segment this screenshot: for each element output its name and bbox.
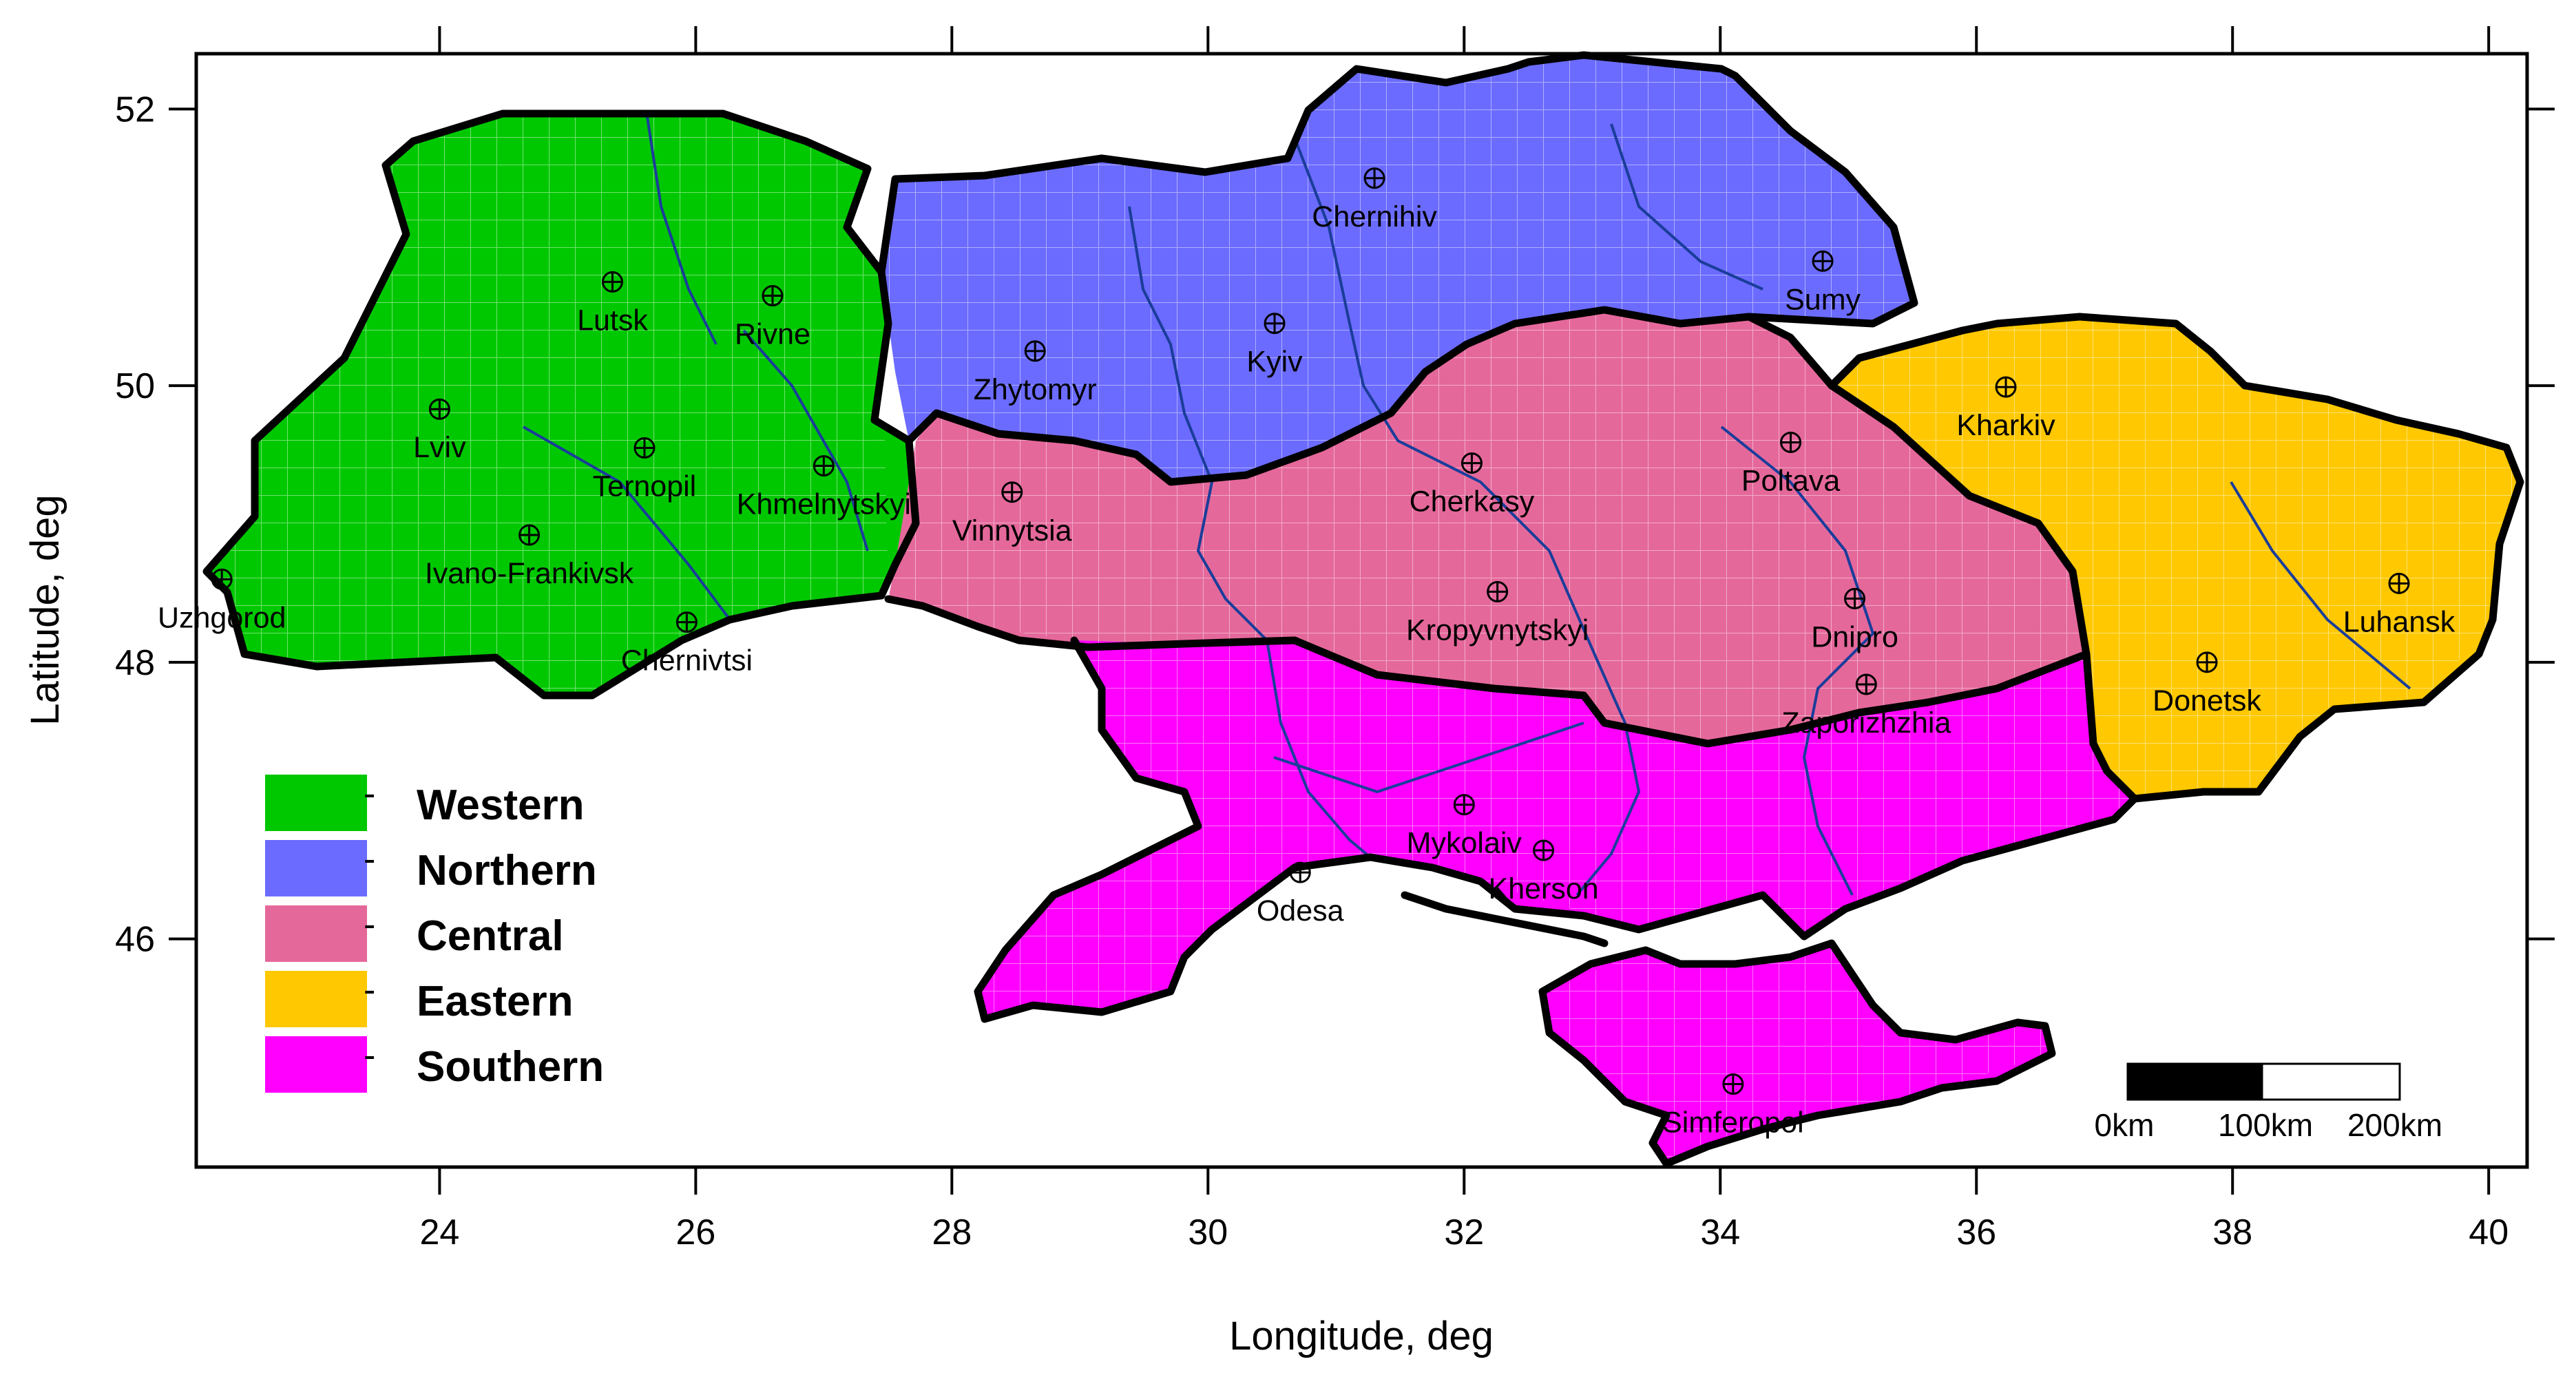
city-odesa[interactable]: Odesa <box>1257 861 1344 927</box>
city-mykolaiv[interactable]: Mykolaiv <box>1407 794 1522 860</box>
legend-item-northern: - Northern <box>265 839 597 896</box>
city-dnipro[interactable]: Dnipro <box>1811 587 1898 653</box>
city-label: Cherkasy <box>1410 485 1535 518</box>
x-tick-label: 28 <box>932 1213 972 1252</box>
city-label: Zaporizhzhia <box>1781 706 1951 739</box>
x-tick-label: 36 <box>1956 1213 1996 1252</box>
legend-item-eastern: - Eastern <box>265 970 573 1027</box>
city-lviv[interactable]: Lviv <box>413 398 466 464</box>
x-axis-label: Longitude, deg <box>1229 1314 1494 1358</box>
legend-dash: - <box>364 774 375 814</box>
city-label: Luhansk <box>2343 605 2455 638</box>
legend-swatch-southern <box>265 1036 367 1093</box>
legend-label-southern: Southern <box>417 1043 604 1091</box>
city-luhansk[interactable]: Luhansk <box>2343 572 2455 638</box>
legend-item-central: - Central <box>265 905 564 962</box>
x-tick-label: 34 <box>1700 1213 1740 1252</box>
city-label: Kyiv <box>1246 346 1303 379</box>
scale-label-0: 0km <box>2095 1107 2155 1143</box>
city-label: Ivano-Frankivsk <box>425 557 634 590</box>
city-label: Odesa <box>1257 894 1344 927</box>
city-simferopol[interactable]: Simferopol <box>1662 1073 1804 1139</box>
x-tick-label: 30 <box>1188 1213 1228 1252</box>
scale-bar-black <box>2126 1062 2263 1101</box>
borders-layer <box>202 51 2524 1168</box>
y-tick-label: 50 <box>115 366 155 406</box>
x-tick-label: 32 <box>1444 1213 1484 1252</box>
city-zhytomyr[interactable]: Zhytomyr <box>974 340 1097 406</box>
grid-texture <box>207 55 2520 1164</box>
city-khmelnytskyi[interactable]: Khmelnytskyi <box>737 455 911 521</box>
city-label: Uzhgorod <box>158 601 286 634</box>
city-label: Poltava <box>1741 464 1841 497</box>
city-kherson[interactable]: Kherson <box>1489 839 1599 905</box>
axes-layer: 24 26 28 30 32 34 36 38 40 46 48 50 52 <box>115 26 2555 1252</box>
city-label: Donetsk <box>2153 684 2261 717</box>
city-chernivtsi[interactable]: Chernivtsi <box>621 611 753 678</box>
city-zaporizhzhia[interactable]: Zaporizhzhia <box>1781 673 1951 739</box>
y-tick-label: 48 <box>115 643 155 683</box>
x-tick-label: 24 <box>419 1213 459 1252</box>
city-label: Zhytomyr <box>974 373 1097 406</box>
city-ivano-frankivsk[interactable]: Ivano-Frankivsk <box>425 524 634 590</box>
city-label: Chernivtsi <box>621 644 753 678</box>
city-lutsk[interactable]: Lutsk <box>577 271 648 337</box>
plot-frame <box>194 52 2529 1169</box>
x-tick-label: 38 <box>2212 1213 2252 1252</box>
city-chernihiv[interactable]: Chernihiv <box>1312 167 1437 233</box>
scale-label-200: 200km <box>2347 1107 2442 1143</box>
legend-dash: - <box>364 905 375 945</box>
city-label: Simferopol <box>1662 1106 1804 1139</box>
city-label: Sumy <box>1785 283 1861 316</box>
city-vinnytsia[interactable]: Vinnytsia <box>952 481 1072 547</box>
city-kyiv[interactable]: Kyiv <box>1246 313 1303 379</box>
scale-bar-white <box>2261 1062 2401 1101</box>
legend-swatch-eastern <box>265 971 367 1027</box>
y-tick-label: 46 <box>115 920 155 960</box>
cities-layer: Uzhgorod Lutsk Rivne Lviv Ternopil Khmelnytsk… <box>158 167 2455 1139</box>
city-label: Kherson <box>1489 872 1599 905</box>
legend-label-central: Central <box>417 912 564 960</box>
legend-label-northern: Northern <box>417 847 597 894</box>
city-ternopil[interactable]: Ternopil <box>593 437 697 503</box>
x-tick-label: 26 <box>676 1213 715 1252</box>
scale-label-100: 100km <box>2218 1107 2313 1143</box>
city-label: Rivne <box>735 318 810 351</box>
legend-label-western: Western <box>417 781 585 829</box>
x-tick-label: 40 <box>2469 1213 2509 1252</box>
city-label: Chernihiv <box>1312 200 1437 233</box>
city-cherkasy[interactable]: Cherkasy <box>1410 452 1535 518</box>
y-tick-label: 52 <box>115 90 155 129</box>
legend-dash: - <box>364 1036 375 1075</box>
city-label: Lutsk <box>577 304 648 337</box>
legend-swatch-central <box>265 905 367 962</box>
city-kharkiv[interactable]: Kharkiv <box>1956 376 2055 442</box>
city-label: Vinnytsia <box>952 514 1072 547</box>
city-label: Kropyvnytskyi <box>1406 613 1589 647</box>
city-label: Ternopil <box>593 470 697 503</box>
rivers-layer <box>523 116 2411 896</box>
legend-dash: - <box>364 839 375 879</box>
city-uzhgorod[interactable]: Uzhgorod <box>158 568 286 634</box>
city-poltava[interactable]: Poltava <box>1741 431 1841 497</box>
legend-swatch-northern <box>265 840 367 896</box>
city-kropyvnytskyi[interactable]: Kropyvnytskyi <box>1406 580 1589 647</box>
legend-item-southern: - Southern <box>265 1036 604 1093</box>
city-label: Dnipro <box>1811 620 1898 653</box>
city-sumy[interactable]: Sumy <box>1785 250 1861 316</box>
city-rivne[interactable]: Rivne <box>735 285 810 351</box>
scale-bar: 0km 100km 200km <box>2095 1062 2442 1143</box>
y-axis-label: Latitude, deg <box>23 494 67 725</box>
city-label: Lviv <box>413 431 466 464</box>
city-label: Mykolaiv <box>1407 827 1522 860</box>
city-donetsk[interactable]: Donetsk <box>2153 651 2261 717</box>
city-label: Kharkiv <box>1956 409 2055 442</box>
legend-dash: - <box>364 970 375 1010</box>
legend-item-western: - Western <box>265 774 585 831</box>
legend-swatch-western <box>265 775 367 831</box>
legend: - Western - Northern - Central - Eastern - Southe… <box>265 774 604 1093</box>
city-label: Khmelnytskyi <box>737 488 911 521</box>
legend-label-eastern: Eastern <box>417 978 573 1025</box>
